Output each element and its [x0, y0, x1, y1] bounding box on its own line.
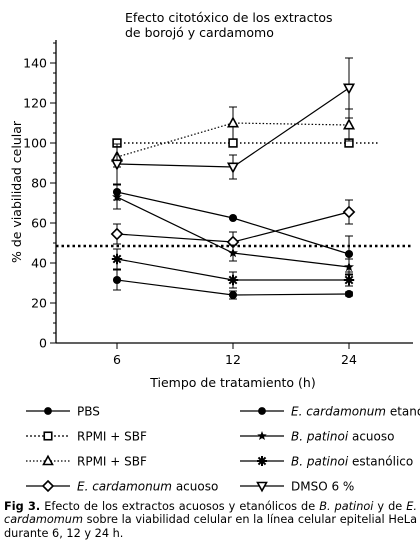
legend-label: DMSO 6 %	[291, 480, 354, 494]
chart-title-line: de borojó y cardamomo	[125, 25, 274, 40]
data-point	[112, 191, 122, 202]
data-point	[342, 83, 356, 95]
legend-label: B. patinoi estanólico	[291, 455, 413, 469]
data-point	[343, 274, 355, 286]
legend-label-text: acuoso	[348, 430, 394, 444]
legend: PBS E. cardamonum etanólico RPMI + SBF B. p…	[26, 405, 420, 494]
data-point	[228, 213, 238, 223]
data-point	[228, 247, 238, 258]
caption-species-2: E. cardamomum	[4, 500, 417, 527]
y-tick-label: 40	[31, 256, 47, 271]
legend-label-text: estanólico	[348, 455, 413, 469]
legend-label-italic: E. cardamonum	[291, 405, 386, 419]
data-point	[226, 162, 240, 174]
legend-label-italic: B. patinoi	[291, 455, 349, 469]
legend-label-text: PBS	[77, 405, 100, 419]
legend-label: E. cardamonum etanólico	[291, 405, 420, 419]
series	[112, 269, 354, 300]
caption-species-1: B. patinoi	[319, 500, 374, 513]
legend-label-text: acuoso	[172, 480, 218, 494]
data-point	[344, 249, 354, 259]
data-point	[344, 261, 354, 272]
legend-label-italic: E. cardamonum	[77, 480, 172, 494]
legend-label: RPMI + SBF	[77, 455, 147, 469]
legend-item: RPMI + SBF	[26, 455, 147, 469]
data-point	[228, 290, 238, 300]
series	[111, 248, 355, 289]
y-tick-label: 100	[23, 136, 47, 151]
caption-text-1: Efecto de los extractos acuosos y etanól…	[40, 500, 320, 513]
legend-item: E. cardamonum etanólico	[240, 405, 420, 419]
legend-marker	[43, 431, 53, 441]
y-tick-label: 20	[31, 296, 47, 311]
legend-label: E. cardamonum acuoso	[77, 480, 218, 494]
data-point	[111, 253, 123, 265]
legend-item: E. cardamonum acuoso	[26, 480, 218, 494]
data-point	[342, 118, 356, 130]
series-layer	[110, 57, 356, 300]
legend-label: PBS	[77, 405, 100, 419]
data-point	[110, 159, 124, 171]
series	[110, 57, 356, 185]
data-point	[112, 275, 122, 285]
legend-item: B. patinoi acuoso	[240, 430, 394, 444]
caption-label: Fig 3.	[4, 500, 41, 513]
chart-title-line: Efecto citotóxico de los extractos	[125, 10, 333, 25]
x-tick-label: 6	[113, 352, 121, 367]
y-tick-label: 140	[23, 56, 47, 71]
legend-item: B. patinoi estanólico	[240, 455, 413, 469]
x-tick-label: 24	[341, 352, 357, 367]
x-tick-label: 12	[225, 352, 241, 367]
data-point	[226, 116, 240, 128]
legend-label-text: DMSO 6 %	[291, 480, 354, 494]
legend-marker	[257, 456, 267, 466]
data-point	[344, 289, 354, 299]
data-point	[227, 274, 239, 286]
legend-label-text: RPMI + SBF	[77, 430, 147, 444]
caption-text-3: sobre la viabilidad celular en la línea …	[4, 513, 417, 540]
legend-marker	[44, 407, 52, 415]
legend-marker	[41, 479, 55, 493]
y-tick-label: 60	[31, 216, 47, 231]
legend-item: PBS	[26, 405, 100, 419]
x-axis-title: Tiempo de tratamiento (h)	[149, 375, 315, 390]
axes: 0 20 40 60 80 100 120 140 6 12 24 Tiempo de tratami…	[9, 40, 413, 390]
legend-marker	[258, 407, 266, 415]
legend-marker	[256, 481, 268, 493]
data-point	[110, 227, 124, 241]
legend-marker	[257, 431, 267, 441]
legend-label: RPMI + SBF	[77, 430, 147, 444]
caption-text-2: y de	[373, 500, 407, 513]
data-point	[342, 205, 356, 219]
y-tick-label: 120	[23, 96, 47, 111]
series	[112, 184, 354, 276]
y-axis-title: % de viabilidad celular	[9, 120, 24, 263]
reference-lines	[56, 142, 413, 248]
legend-label: B. patinoi acuoso	[291, 430, 394, 444]
y-tick-label: 80	[31, 176, 47, 191]
legend-label-text: etanólico	[386, 405, 420, 419]
legend-label-italic: B. patinoi	[291, 430, 349, 444]
legend-item: RPMI + SBF	[26, 430, 147, 444]
series	[110, 199, 356, 253]
legend-marker	[42, 454, 54, 466]
y-tick-label: 0	[39, 336, 47, 351]
legend-label-text: RPMI + SBF	[77, 455, 147, 469]
figure-caption: Fig 3. Efecto de los extractos acuosos y…	[4, 500, 417, 540]
data-point	[228, 138, 238, 148]
legend-item: DMSO 6 %	[240, 480, 354, 494]
